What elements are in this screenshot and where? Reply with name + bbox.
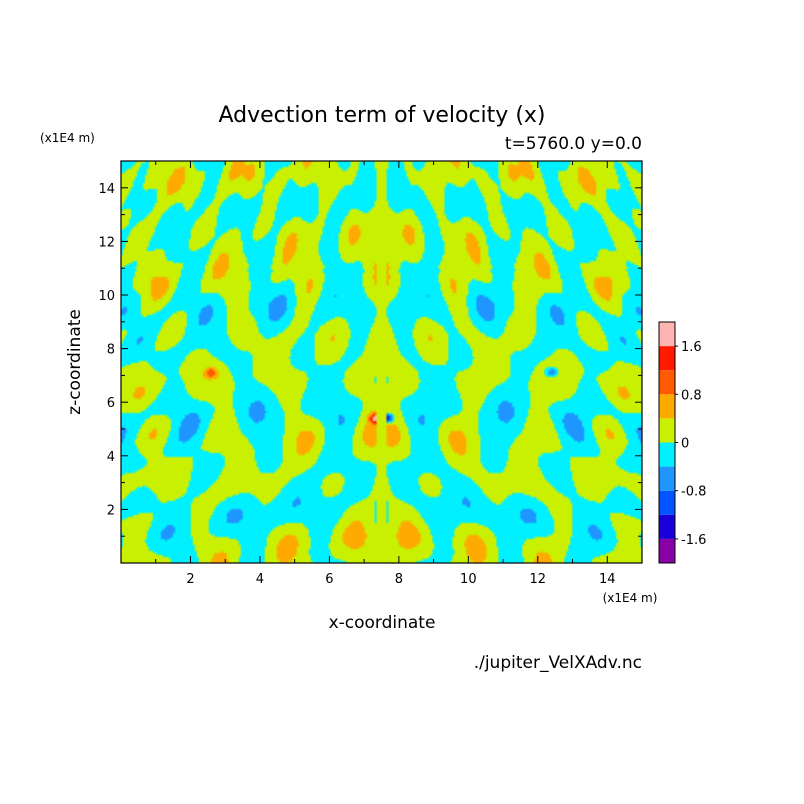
colorbar: 1.6 0.8 0 -0.8 -1.6 bbox=[658, 321, 706, 564]
x-tick-label: 12 bbox=[530, 572, 547, 587]
colorbar-tick-label: 0 bbox=[681, 437, 689, 452]
y-tick-label: 14 bbox=[98, 182, 115, 197]
x-tick-label: 8 bbox=[395, 572, 403, 587]
colorbar-tick-label: 1.6 bbox=[681, 340, 702, 355]
y-tick-label: 12 bbox=[98, 235, 115, 250]
colorbar-tick-label: -1.6 bbox=[681, 533, 706, 548]
colorbar-swatch bbox=[659, 346, 675, 371]
colorbar-swatch bbox=[659, 490, 675, 515]
x-ticks: 2 4 6 8 10 12 14 bbox=[155, 161, 616, 587]
y-tick-label: 10 bbox=[98, 289, 115, 304]
y-tick-label: 6 bbox=[107, 396, 115, 411]
x-unit-label: (x1E4 m) bbox=[603, 591, 658, 605]
x-tick-label: 10 bbox=[460, 572, 477, 587]
colorbar-swatch bbox=[659, 394, 675, 419]
colorbar-tick-label: -0.8 bbox=[681, 485, 706, 500]
colorbar-swatch bbox=[659, 538, 675, 563]
colorbar-swatch bbox=[659, 466, 675, 491]
chart-title: Advection term of velocity (x) bbox=[218, 103, 545, 128]
colorbar-swatch bbox=[659, 418, 675, 443]
colorbar-swatch bbox=[659, 322, 675, 347]
source-filename: ./jupiter_VelXAdv.nc bbox=[474, 653, 642, 673]
x-tick-label: 2 bbox=[186, 572, 194, 587]
colorbar-swatch bbox=[659, 442, 675, 467]
y-unit-label: (x1E4 m) bbox=[40, 131, 95, 145]
colorbar-swatch bbox=[659, 370, 675, 395]
colorbar-tick-label: 0.8 bbox=[681, 388, 702, 403]
x-tick-label: 14 bbox=[599, 572, 616, 587]
x-axis-label: x-coordinate bbox=[329, 613, 436, 633]
colorbar-swatch bbox=[659, 514, 675, 539]
plot-frame bbox=[120, 160, 643, 564]
chart-subtitle: t=5760.0 y=0.0 bbox=[505, 134, 642, 154]
y-tick-label: 2 bbox=[107, 503, 115, 518]
y-axis-label: z-coordinate bbox=[65, 309, 85, 415]
x-tick-label: 4 bbox=[256, 572, 264, 587]
y-ticks: 2 4 6 8 10 12 14 bbox=[98, 182, 642, 537]
plot-area: 2 4 6 8 10 12 14 2 4 6 8 10 12 14 bbox=[98, 160, 643, 587]
y-tick-label: 8 bbox=[107, 343, 115, 358]
x-tick-label: 6 bbox=[325, 572, 333, 587]
y-tick-label: 4 bbox=[107, 450, 115, 465]
heatmap-field bbox=[121, 161, 642, 563]
